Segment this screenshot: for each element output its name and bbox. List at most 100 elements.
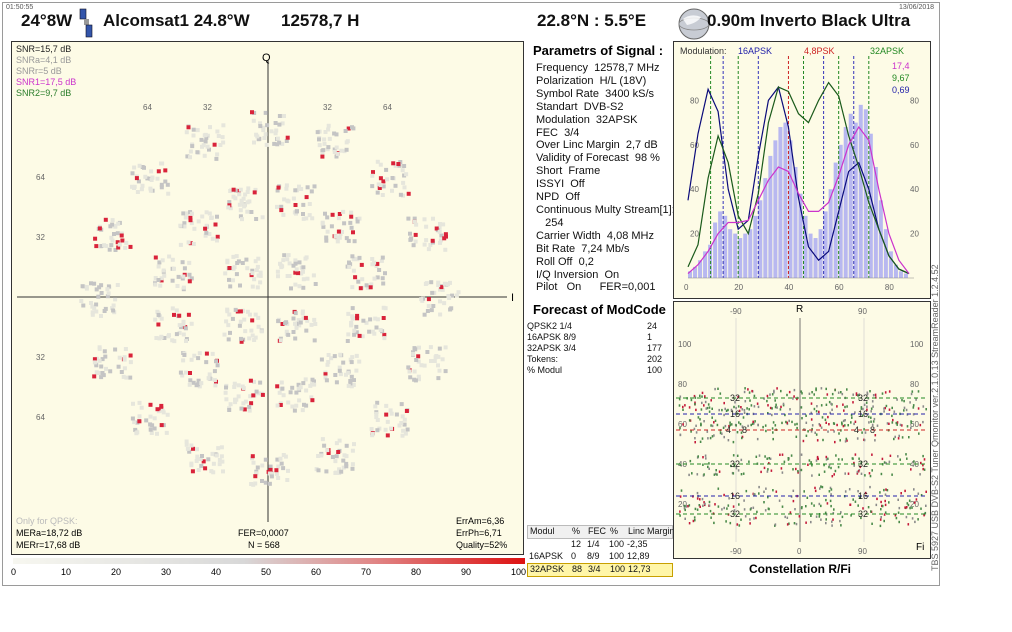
rfi-point	[793, 395, 795, 398]
iq-point	[269, 474, 274, 479]
iq-point	[261, 128, 266, 133]
iq-point	[280, 264, 285, 269]
rfi-point	[870, 410, 872, 413]
rfi-point	[880, 516, 882, 519]
rfi-point	[694, 402, 696, 406]
iq-point	[334, 132, 339, 137]
iq-point	[293, 203, 298, 207]
iq-point	[206, 457, 211, 462]
rfi-point	[825, 455, 828, 459]
rfi-point	[841, 392, 844, 396]
iq-point	[234, 254, 239, 259]
iq-point	[303, 377, 308, 382]
iq-point	[159, 335, 164, 340]
rfi-point	[780, 405, 782, 409]
iq-point	[436, 280, 441, 285]
rfi-point	[853, 461, 855, 465]
rfi-point	[841, 458, 843, 461]
modulation-chart-panel: 0 20 40 60 80 20 20 40 40 60 60 80 80 Modulation: 16…	[673, 41, 931, 299]
iq-point	[431, 304, 436, 308]
iq-point	[288, 390, 293, 395]
iq-point	[355, 316, 360, 321]
rfi-point	[838, 432, 840, 435]
forecast-value: 177	[647, 343, 663, 353]
rfi-point	[894, 435, 896, 439]
iq-point	[285, 135, 290, 140]
iq-point	[438, 222, 442, 226]
iq-point	[436, 363, 440, 368]
rfi-point	[855, 393, 858, 396]
iq-point	[338, 232, 343, 236]
iq-point	[285, 257, 290, 262]
rfi-point	[744, 515, 747, 518]
grid-label: 32	[36, 233, 45, 242]
iq-point	[160, 258, 165, 263]
iq-point	[409, 236, 414, 241]
iq-point	[316, 454, 321, 458]
iq-point	[293, 336, 298, 341]
r-tick-label: 80	[678, 380, 687, 389]
rfi-point	[706, 406, 709, 410]
rfi-point	[837, 458, 840, 461]
iq-point	[342, 221, 347, 226]
rfi-point	[741, 408, 744, 411]
iq-point	[92, 357, 97, 362]
rfi-point	[694, 401, 696, 404]
iq-point	[117, 242, 122, 247]
rfi-point	[831, 392, 834, 396]
rfi-point	[767, 468, 769, 471]
iq-point	[443, 232, 448, 237]
iq-point	[275, 204, 279, 209]
iq-point	[411, 351, 416, 356]
rfi-point	[867, 506, 870, 509]
iq-point	[300, 311, 305, 316]
rfi-point	[879, 524, 882, 528]
signal-parameter: Frequency 12578,7 MHz	[536, 62, 660, 74]
rfi-point	[852, 457, 854, 460]
iq-point	[294, 267, 299, 272]
rfi-point	[884, 493, 887, 496]
iq-point	[205, 144, 210, 149]
rfi-point	[866, 391, 869, 394]
iq-point	[360, 277, 365, 282]
iq-point	[122, 357, 127, 362]
iq-point	[375, 317, 380, 322]
iq-point	[111, 303, 116, 308]
iq-point	[436, 283, 441, 287]
rfi-point	[707, 403, 710, 406]
rfi-point	[713, 473, 716, 476]
rfi-point	[688, 522, 691, 525]
rfi-point	[897, 455, 899, 458]
iq-point	[359, 262, 364, 267]
iq-point	[280, 386, 285, 391]
scale-label: 20	[111, 567, 122, 577]
iq-point	[253, 187, 258, 192]
rfi-point	[869, 390, 871, 393]
rfi-point	[815, 459, 818, 462]
iq-point	[233, 397, 237, 402]
iq-point	[374, 325, 379, 330]
rfi-point	[870, 407, 873, 410]
iq-point	[344, 147, 349, 152]
scale-label: 90	[461, 567, 472, 577]
rfi-point	[898, 506, 901, 510]
iq-point	[99, 375, 104, 380]
rfi-point	[766, 399, 768, 403]
rfi-point	[914, 520, 916, 524]
iq-point	[200, 144, 204, 149]
rfi-point	[752, 506, 755, 509]
iq-point	[256, 324, 261, 329]
iq-point	[275, 403, 280, 408]
ring-label: 16	[730, 491, 740, 501]
rfi-point	[766, 457, 768, 460]
iq-point	[158, 283, 163, 288]
i-axis-label: I	[511, 292, 515, 304]
rfi-point	[708, 406, 711, 409]
iq-point	[263, 132, 268, 137]
rfi-point	[857, 490, 859, 493]
iq-point	[196, 219, 201, 224]
iq-point	[439, 233, 444, 238]
histogram-bar	[773, 140, 778, 278]
rfi-point	[850, 421, 852, 424]
iq-point	[293, 282, 298, 287]
